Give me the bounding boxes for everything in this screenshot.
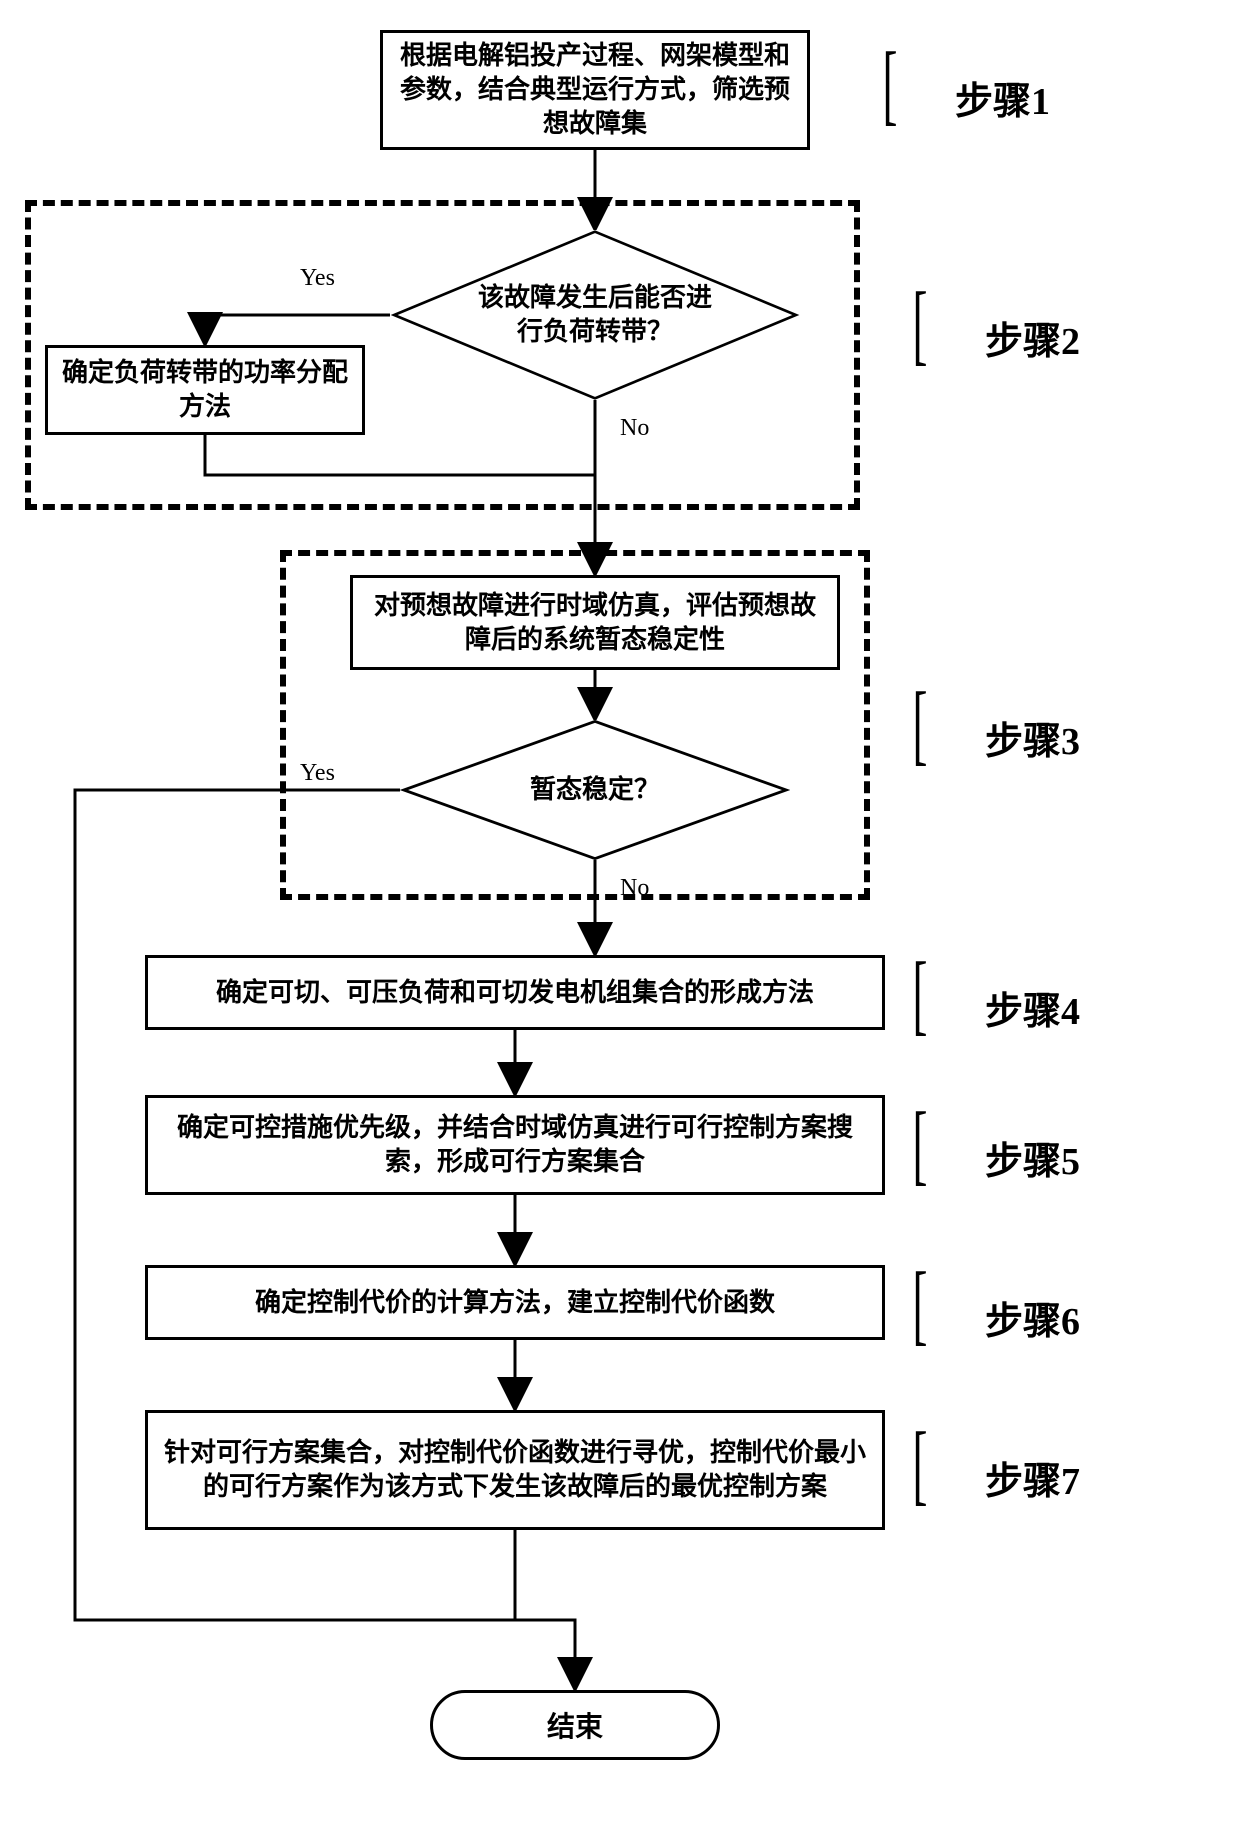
bracket-icon: [ <box>912 1420 927 1510</box>
step-label-7: 步骤7 <box>985 1450 1080 1505</box>
step-label-2: 步骤2 <box>985 310 1080 365</box>
step-label-4: 步骤4 <box>985 980 1080 1035</box>
text: 该故障发生后能否进行负荷转带？ <box>472 281 718 349</box>
text: 对预想故障进行时域仿真，评估预想故障后的系统暂态稳定性 <box>365 589 825 657</box>
text: 确定可控措施优先级，并结合时域仿真进行可行控制方案搜索，形成可行方案集合 <box>160 1111 870 1179</box>
process-step3-sim: 对预想故障进行时域仿真，评估预想故障后的系统暂态稳定性 <box>350 575 840 670</box>
flowchart-root: 根据电解铝投产过程、网架模型和参数，结合典型运行方式，筛选预想故障集 确定负荷转… <box>0 0 1240 1842</box>
edge-label-yes: Yes <box>300 265 335 292</box>
process-step5: 确定可控措施优先级，并结合时域仿真进行可行控制方案搜索，形成可行方案集合 <box>145 1095 885 1195</box>
process-step6: 确定控制代价的计算方法，建立控制代价函数 <box>145 1265 885 1340</box>
text: 确定控制代价的计算方法，建立控制代价函数 <box>255 1286 775 1320</box>
text: 针对可行方案集合，对控制代价函数进行寻优，控制代价最小的可行方案作为该方式下发生… <box>160 1436 870 1504</box>
bracket-icon: [ <box>912 1100 927 1190</box>
bracket-icon: [ <box>912 1260 927 1350</box>
process-step1: 根据电解铝投产过程、网架模型和参数，结合典型运行方式，筛选预想故障集 <box>380 30 810 150</box>
bracket-icon: [ <box>912 280 927 370</box>
edge-label-yes: Yes <box>300 760 335 787</box>
edge-label-no: No <box>620 875 649 902</box>
text: 暂态稳定？ <box>530 773 660 807</box>
terminator-end: 结束 <box>430 1690 720 1760</box>
step-label-3: 步骤3 <box>985 710 1080 765</box>
bracket-icon: [ <box>912 680 927 770</box>
decision-step2: 该故障发生后能否进行负荷转带？ <box>390 230 800 400</box>
edge-label-no: No <box>620 415 649 442</box>
bracket-icon: [ <box>912 950 927 1040</box>
step-label-6: 步骤6 <box>985 1290 1080 1345</box>
process-step2-sub: 确定负荷转带的功率分配方法 <box>45 345 365 435</box>
text: 确定可切、可压负荷和可切发电机组集合的形成方法 <box>216 976 814 1010</box>
step-label-1: 步骤1 <box>955 70 1050 125</box>
bracket-icon: [ <box>882 40 897 130</box>
text: 确定负荷转带的功率分配方法 <box>60 356 350 424</box>
text: 结束 <box>547 1705 603 1745</box>
decision-step3: 暂态稳定？ <box>400 720 790 860</box>
step-label-5: 步骤5 <box>985 1130 1080 1185</box>
process-step7: 针对可行方案集合，对控制代价函数进行寻优，控制代价最小的可行方案作为该方式下发生… <box>145 1410 885 1530</box>
process-step4: 确定可切、可压负荷和可切发电机组集合的形成方法 <box>145 955 885 1030</box>
text: 根据电解铝投产过程、网架模型和参数，结合典型运行方式，筛选预想故障集 <box>395 39 795 140</box>
